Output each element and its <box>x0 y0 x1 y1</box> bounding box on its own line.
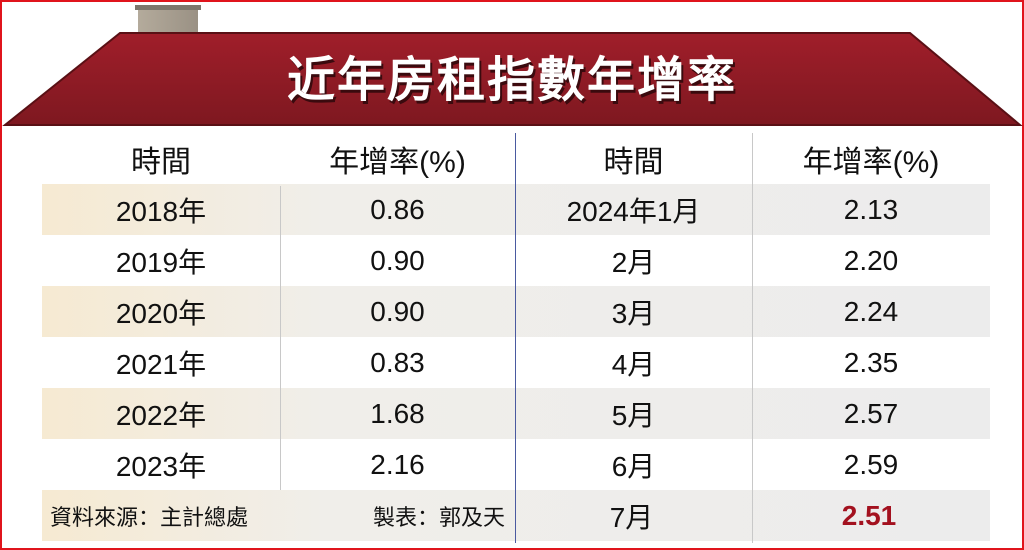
column-divider <box>752 133 753 543</box>
time-cell: 6月 <box>611 450 656 482</box>
time-cell: 5月 <box>611 399 656 431</box>
time-cell: 2月 <box>611 246 656 278</box>
table-row: 資料來源：主計總處 製表：郭及天 7月 2.51 <box>42 490 990 541</box>
footer-note: 資料來源：主計總處 製表：郭及天 <box>42 490 513 541</box>
time-cell: 2021年 <box>115 348 207 380</box>
table-row: 2020年 0.90 3月 2.24 <box>42 286 990 337</box>
time-cell: 3月 <box>611 297 656 329</box>
rate-cell: 0.83 <box>370 346 425 378</box>
rate-cell: 0.90 <box>370 295 425 327</box>
time-cell: 2019年 <box>115 246 207 278</box>
time-cell: 2024年1月 <box>566 195 701 227</box>
table-row: 2019年 0.90 2月 2.20 <box>42 235 990 286</box>
time-cell: 2018年 <box>115 195 207 227</box>
header-row: 時間 年增率(%) 時間 年增率(%) <box>42 133 990 184</box>
column-header: 年增率(%) <box>329 145 466 179</box>
time-cell: 2022年 <box>115 399 207 431</box>
time-cell: 7月 <box>609 501 654 533</box>
column-header: 時間 <box>603 145 664 179</box>
chimney-graphic <box>135 5 201 35</box>
rate-cell: 2.57 <box>843 397 899 429</box>
rate-cell: 1.68 <box>370 397 425 429</box>
roof-graphic <box>2 32 1023 126</box>
table-row: 2022年 1.68 5月 2.57 <box>42 388 990 439</box>
rate-cell: 0.86 <box>370 193 425 225</box>
rate-cell: 2.59 <box>843 448 899 480</box>
time-cell: 4月 <box>611 348 656 380</box>
time-cell: 2020年 <box>115 297 207 329</box>
rate-cell: 0.90 <box>370 244 425 276</box>
source-text: 資料來源：主計總處 <box>50 504 249 530</box>
center-divider <box>515 133 516 543</box>
rate-cell: 2.51 <box>841 499 897 531</box>
rate-cell: 2.24 <box>843 295 899 327</box>
table-row: 2023年 2.16 6月 2.59 <box>42 439 990 490</box>
column-divider <box>280 186 281 490</box>
column-header: 時間 <box>131 145 191 179</box>
rate-cell: 2.16 <box>370 448 425 480</box>
author-text: 製表：郭及天 <box>372 504 505 530</box>
rate-cell: 2.13 <box>843 193 899 225</box>
column-header: 年增率(%) <box>802 145 940 179</box>
page-title: 近年房租指數年增率 <box>286 54 737 107</box>
rate-cell: 2.35 <box>843 346 899 378</box>
rate-cell: 2.20 <box>843 244 899 276</box>
time-cell: 2023年 <box>115 450 207 482</box>
rent-index-table: 時間 年增率(%) 時間 年增率(%) 2018年 0.86 2024年1月 2.13… <box>42 133 990 541</box>
table-row: 2018年 0.86 2024年1月 2.13 <box>42 184 990 235</box>
table-row: 2021年 0.83 4月 2.35 <box>42 337 990 388</box>
